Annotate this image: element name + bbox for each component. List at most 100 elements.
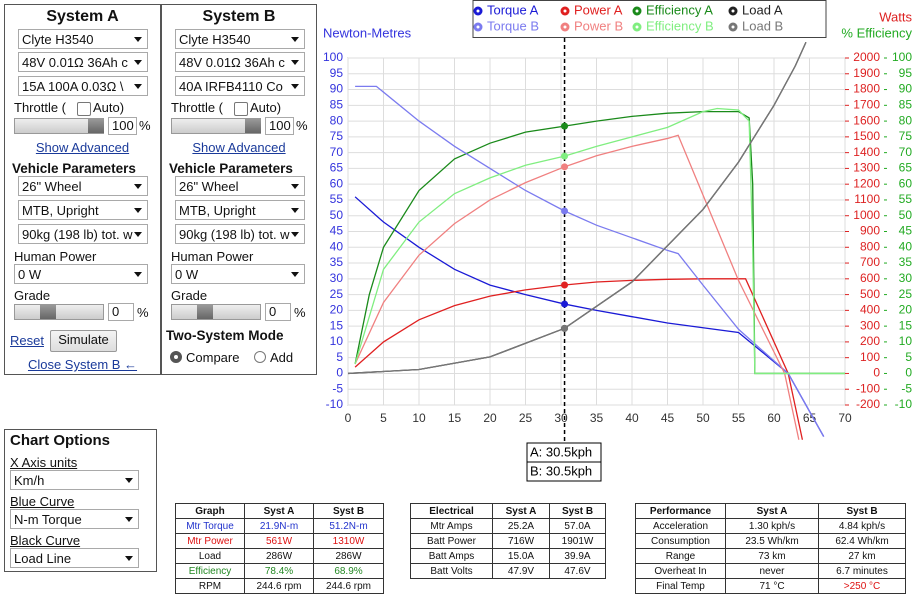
panel bbox=[4, 429, 157, 572]
dropdown[interactable]: 15A 100A 0.03Ω \ bbox=[18, 76, 148, 96]
data-table: Graph Syst A Syst B Mtr Torque 21.9N-m 51.2N-… bbox=[175, 503, 384, 594]
y2-tick-label: 800 bbox=[860, 239, 880, 253]
series-line bbox=[354, 107, 845, 375]
radio[interactable] bbox=[170, 351, 182, 363]
table-row: Range 73 km 27 km bbox=[635, 548, 906, 564]
dropdown[interactable]: 0 W bbox=[171, 264, 305, 284]
dropdown[interactable]: Clyte H3540 bbox=[175, 29, 305, 49]
table-cell: Acceleration bbox=[635, 518, 726, 534]
label: Human Power bbox=[14, 249, 97, 264]
dropdown[interactable]: Load Line bbox=[10, 548, 139, 568]
dropdown[interactable]: 26" Wheel bbox=[18, 176, 148, 196]
text-input[interactable]: 100 bbox=[108, 117, 137, 135]
x-tick-label: 45 bbox=[661, 411, 675, 425]
x-tick-label: 50 bbox=[696, 411, 710, 425]
slider[interactable] bbox=[14, 118, 104, 134]
table-cell: 6.7 minutes bbox=[818, 563, 906, 579]
y-tick-label: 20 bbox=[330, 303, 344, 317]
dropdown[interactable]: 90kg (198 lb) tot. w bbox=[175, 224, 305, 244]
table-row: Acceleration 1.30 kph/s 4.84 kph/s bbox=[635, 518, 906, 534]
dropdown[interactable]: Clyte H3540 bbox=[18, 29, 148, 49]
dropdown[interactable]: 48V 0.01Ω 36Ah c bbox=[18, 52, 148, 72]
y-tick-label: 65 bbox=[330, 161, 344, 175]
link[interactable]: Show Advanced bbox=[192, 140, 286, 155]
y-tick-label: -10 bbox=[326, 397, 344, 411]
slider-thumb[interactable] bbox=[245, 119, 261, 133]
table-cell: 244.6 rpm bbox=[244, 578, 314, 594]
link[interactable]: Show Advanced bbox=[35, 140, 130, 155]
y2-tick-label: 300 bbox=[860, 318, 880, 332]
y-tick-label: 45 bbox=[330, 224, 344, 238]
dropdown[interactable]: Km/h bbox=[10, 470, 139, 490]
dropdown[interactable]: N-m Torque bbox=[10, 509, 139, 529]
table-cell: 47.6V bbox=[549, 563, 606, 579]
panel-title: System B bbox=[202, 8, 276, 25]
slider[interactable] bbox=[171, 304, 261, 320]
slider[interactable] bbox=[14, 304, 104, 320]
table-cell: Performance bbox=[635, 503, 726, 519]
radio[interactable] bbox=[254, 351, 266, 363]
y2-tick-label: 2000 bbox=[853, 50, 880, 64]
slider-thumb[interactable] bbox=[40, 305, 56, 319]
y2-tick-label: 1300 bbox=[853, 161, 880, 175]
dropdown[interactable]: 0 W bbox=[14, 264, 148, 284]
cursor-marker bbox=[561, 300, 569, 308]
table-row: Batt Amps 15.0A 39.9A bbox=[410, 548, 606, 564]
slider-thumb[interactable] bbox=[88, 119, 104, 133]
y2-tick-label: 0 bbox=[873, 366, 880, 380]
dropdown[interactable]: 48V 0.01Ω 36Ah c bbox=[175, 52, 305, 72]
y3-tick-label: -5 bbox=[901, 381, 912, 395]
label: % bbox=[137, 305, 149, 320]
section-title: Vehicle Parameters bbox=[12, 161, 136, 176]
checkbox[interactable] bbox=[77, 102, 91, 116]
y3-tick-label: 65 bbox=[899, 161, 913, 175]
cursor-marker bbox=[561, 122, 569, 130]
cursor-label: B: 30.5kph bbox=[530, 463, 592, 478]
table-cell: Syst B bbox=[313, 503, 384, 519]
table-cell: 286W bbox=[313, 548, 384, 564]
link[interactable]: Reset bbox=[10, 333, 44, 348]
cursor-marker bbox=[561, 324, 569, 332]
text-input[interactable]: 100 bbox=[265, 117, 294, 135]
y3-tick-label: 10 bbox=[899, 334, 913, 348]
legend-marker-dot bbox=[476, 9, 480, 13]
table-cell: 1310W bbox=[313, 533, 384, 549]
table-row: Batt Power 716W 1901W bbox=[410, 533, 606, 549]
table-cell: Batt Volts bbox=[410, 563, 493, 579]
table-cell: Graph bbox=[175, 503, 245, 519]
table-cell: Batt Power bbox=[410, 533, 493, 549]
y3-tick-label: 0 bbox=[905, 366, 912, 380]
table-cell: 716W bbox=[492, 533, 550, 549]
legend-label: Power A bbox=[574, 2, 623, 17]
dropdown[interactable]: MTB, Upright bbox=[175, 200, 305, 220]
legend-label: Efficiency A bbox=[646, 2, 713, 17]
link[interactable]: Close System B ← bbox=[27, 357, 138, 372]
table-cell: Overheat In bbox=[635, 563, 726, 579]
text-input[interactable]: 0 bbox=[108, 303, 134, 321]
dropdown[interactable]: MTB, Upright bbox=[18, 200, 148, 220]
button[interactable]: Simulate bbox=[50, 330, 117, 352]
slider[interactable] bbox=[171, 118, 261, 134]
legend-label: Load A bbox=[742, 2, 783, 17]
y3-tick-label: 5 bbox=[905, 350, 912, 364]
slider-thumb[interactable] bbox=[197, 305, 213, 319]
table-row: Electrical Syst A Syst B bbox=[410, 503, 606, 519]
table-cell: 27 km bbox=[818, 548, 906, 564]
table-cell: Final Temp bbox=[635, 578, 726, 594]
text-input[interactable]: 0 bbox=[265, 303, 291, 321]
label: Blue Curve bbox=[10, 494, 75, 509]
checkbox[interactable] bbox=[234, 102, 248, 116]
table-cell: Consumption bbox=[635, 533, 726, 549]
y3-tick-label: 60 bbox=[899, 176, 913, 190]
dropdown[interactable]: 90kg (198 lb) tot. w bbox=[18, 224, 148, 244]
y2-tick-label: 1800 bbox=[853, 82, 880, 96]
dropdown[interactable]: 40A IRFB4110 Co bbox=[175, 76, 305, 96]
section-title: Two-System Mode bbox=[166, 328, 284, 343]
table-row: RPM 244.6 rpm 244.6 rpm bbox=[175, 578, 384, 594]
y-tick-label: 0 bbox=[336, 366, 343, 380]
x-tick-label: 30 bbox=[554, 411, 568, 425]
y-tick-label: 95 bbox=[330, 66, 344, 80]
table-cell: Electrical bbox=[410, 503, 493, 519]
dropdown[interactable]: 26" Wheel bbox=[175, 176, 305, 196]
y2-tick-label: 1100 bbox=[854, 192, 880, 206]
